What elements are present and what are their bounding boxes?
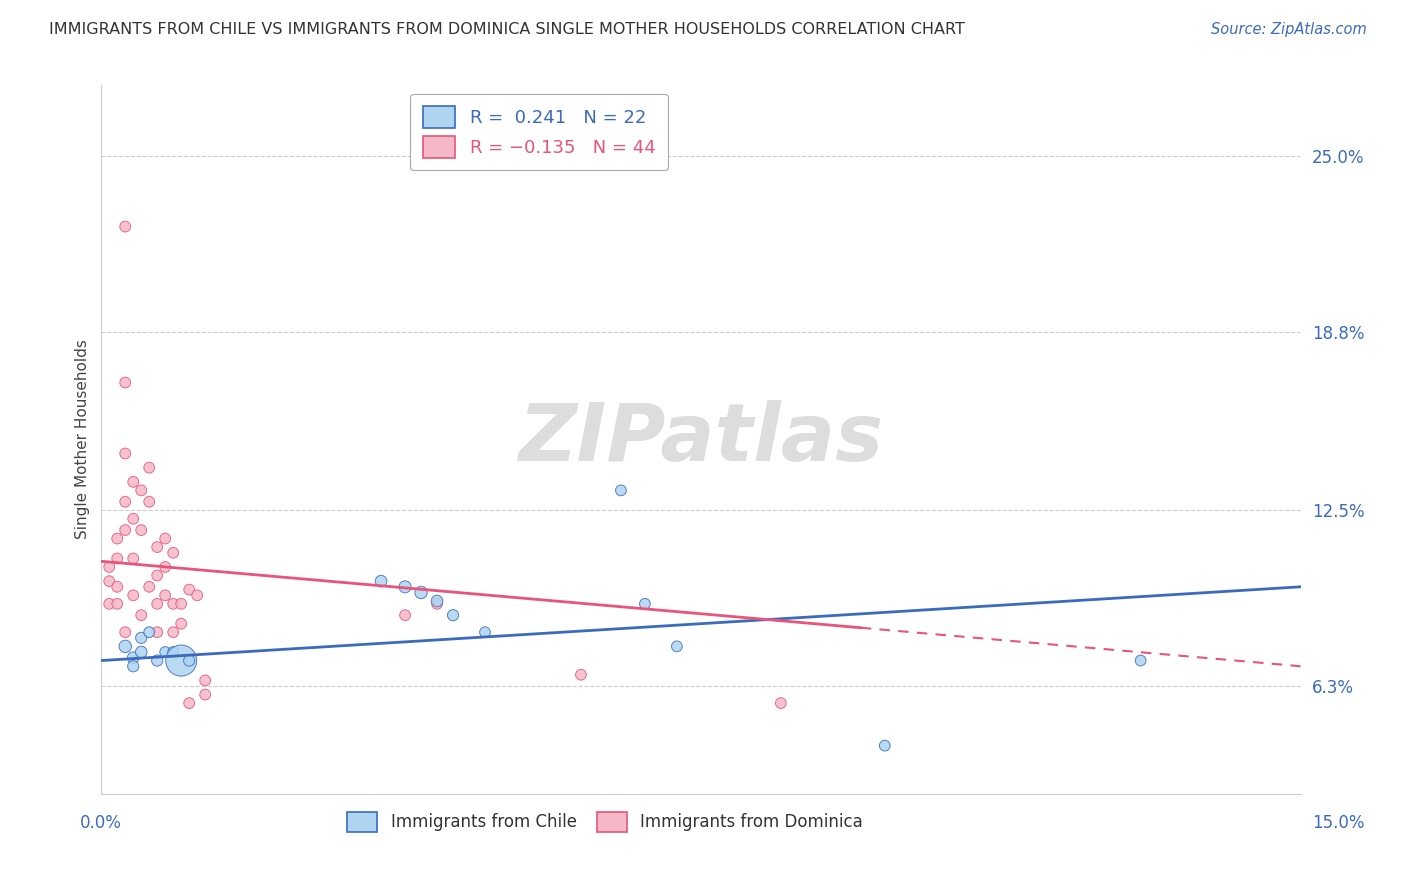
Point <box>122 551 145 566</box>
Point <box>186 588 208 602</box>
Point <box>98 574 121 589</box>
Point <box>129 608 152 623</box>
Text: IMMIGRANTS FROM CHILE VS IMMIGRANTS FROM DOMINICA SINGLE MOTHER HOUSEHOLDS CORRE: IMMIGRANTS FROM CHILE VS IMMIGRANTS FROM… <box>49 22 965 37</box>
Point <box>122 659 145 673</box>
Point <box>194 688 217 702</box>
Point <box>105 597 128 611</box>
Legend: Immigrants from Chile, Immigrants from Dominica: Immigrants from Chile, Immigrants from D… <box>340 805 869 838</box>
Point <box>146 568 169 582</box>
Point <box>138 580 160 594</box>
Point <box>153 560 176 574</box>
Point <box>370 574 392 589</box>
Point <box>873 739 896 753</box>
Point <box>170 616 193 631</box>
Point <box>114 640 136 654</box>
Point <box>179 582 201 597</box>
Point <box>610 483 633 498</box>
Point <box>114 523 136 537</box>
Point <box>194 673 217 688</box>
Point <box>105 551 128 566</box>
Point <box>162 546 184 560</box>
Point <box>179 696 201 710</box>
Point <box>426 597 449 611</box>
Point <box>170 654 193 668</box>
Point <box>129 483 152 498</box>
Point <box>162 645 184 659</box>
Point <box>138 625 160 640</box>
Point <box>114 219 136 234</box>
Point <box>179 654 201 668</box>
Point <box>162 597 184 611</box>
Point <box>138 494 160 508</box>
Point <box>665 640 688 654</box>
Point <box>122 512 145 526</box>
Point <box>146 625 169 640</box>
Point <box>114 446 136 460</box>
Point <box>474 625 496 640</box>
Point <box>122 588 145 602</box>
Text: 0.0%: 0.0% <box>80 814 122 831</box>
Text: Source: ZipAtlas.com: Source: ZipAtlas.com <box>1211 22 1367 37</box>
Point <box>426 594 449 608</box>
Point <box>162 625 184 640</box>
Point <box>153 588 176 602</box>
Text: 15.0%: 15.0% <box>1312 814 1365 831</box>
Point <box>129 645 152 659</box>
Point <box>146 540 169 554</box>
Point <box>146 597 169 611</box>
Point <box>105 580 128 594</box>
Point <box>98 560 121 574</box>
Point <box>634 597 657 611</box>
Point <box>98 597 121 611</box>
Point <box>146 654 169 668</box>
Point <box>114 376 136 390</box>
Point <box>409 585 432 599</box>
Point <box>122 475 145 489</box>
Point <box>170 597 193 611</box>
Point <box>769 696 792 710</box>
Point <box>138 460 160 475</box>
Point <box>394 580 416 594</box>
Point <box>153 532 176 546</box>
Point <box>394 608 416 623</box>
Point <box>114 494 136 508</box>
Point <box>569 667 592 681</box>
Point <box>105 532 128 546</box>
Text: ZIPatlas: ZIPatlas <box>519 401 883 478</box>
Y-axis label: Single Mother Households: Single Mother Households <box>75 339 90 540</box>
Point <box>114 625 136 640</box>
Point <box>441 608 464 623</box>
Point <box>1129 654 1152 668</box>
Point <box>129 523 152 537</box>
Point <box>129 631 152 645</box>
Point <box>153 645 176 659</box>
Point <box>122 650 145 665</box>
